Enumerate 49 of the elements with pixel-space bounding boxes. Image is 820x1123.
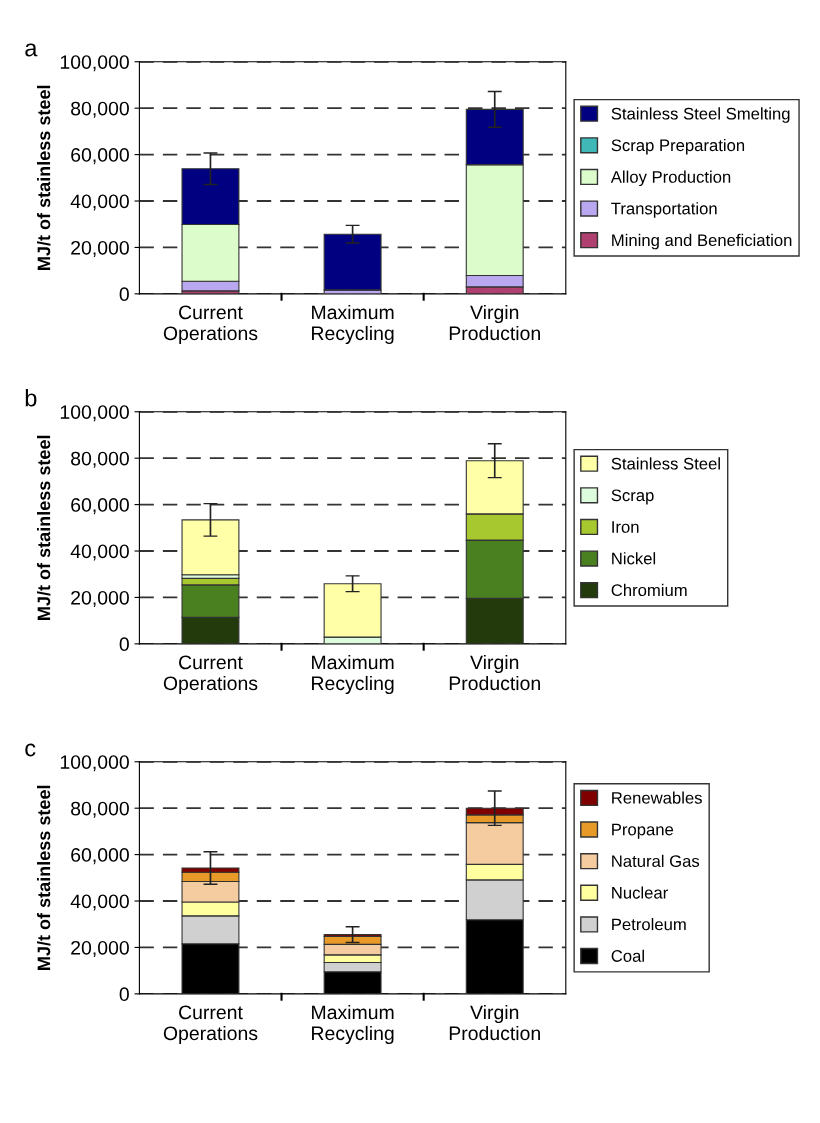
- y-tick-label: 20,000: [71, 940, 129, 957]
- y-tick-label: 100,000: [60, 755, 129, 772]
- y-tick-label: 80,000: [71, 101, 129, 118]
- y-tick-label: 80,000: [71, 451, 129, 468]
- x-tick-label: Maximum Recycling: [312, 1004, 394, 1045]
- legend-label: Mining and Beneficiation: [612, 233, 792, 250]
- legend-label: Renewables: [612, 791, 702, 804]
- legend-label: Propane: [612, 823, 674, 839]
- legend-label: Alloy Production: [610, 170, 731, 187]
- x-tick-label: Current Operations: [163, 305, 258, 345]
- y-tick-label: 100,000: [60, 55, 129, 72]
- legend-label: Natural Gas: [612, 854, 700, 868]
- y-tick-label: 0: [119, 637, 129, 652]
- legend-label: Scrap: [611, 489, 654, 505]
- chart-title: c: [25, 743, 36, 757]
- y-tick-label: 0: [119, 287, 129, 302]
- y-axis-title: MJ/t of stainless steel: [37, 85, 51, 270]
- legend-label: Petroleum: [612, 918, 686, 931]
- x-tick-label: Maximum Recycling: [312, 654, 394, 695]
- legend-label: Chromium: [611, 583, 687, 597]
- chart-title: b: [25, 389, 37, 407]
- y-tick-label: 40,000: [70, 194, 129, 211]
- legend-label: Stainless Steel Smelting: [611, 107, 790, 123]
- y-tick-label: 40,000: [70, 894, 129, 911]
- y-tick-label: 60,000: [71, 498, 129, 515]
- y-tick-label: 20,000: [71, 240, 129, 257]
- x-tick-label: Virgin Production: [449, 1004, 540, 1041]
- y-tick-label: 0: [119, 987, 129, 1002]
- y-axis-title: MJ/t of stainless steel: [37, 785, 51, 970]
- chart-title: a: [25, 43, 38, 57]
- y-tick-label: 40,000: [70, 544, 129, 561]
- legend-label: Stainless Steel: [611, 457, 720, 470]
- y-tick-label: 20,000: [71, 590, 129, 607]
- y-tick-label: 60,000: [71, 148, 129, 165]
- legend-label: Iron: [612, 521, 639, 533]
- y-axis-title: MJ/t of stainless steel: [37, 435, 51, 620]
- x-tick-label: Current Operations: [163, 1005, 258, 1045]
- legend-label: Nuclear: [612, 886, 668, 899]
- legend-label: Scrap Preparation: [611, 138, 745, 155]
- x-tick-label: Virgin Production: [449, 654, 540, 691]
- y-tick-label: 100,000: [60, 405, 129, 422]
- legend-label: Nickel: [612, 552, 656, 565]
- y-tick-label: 60,000: [71, 848, 129, 865]
- legend-label: Transportation: [611, 202, 717, 218]
- legend-label: Coal: [611, 949, 644, 962]
- y-tick-label: 80,000: [71, 801, 129, 818]
- x-tick-label: Maximum Recycling: [312, 304, 394, 345]
- x-tick-label: Virgin Production: [449, 304, 540, 341]
- x-tick-label: Current Operations: [163, 655, 258, 695]
